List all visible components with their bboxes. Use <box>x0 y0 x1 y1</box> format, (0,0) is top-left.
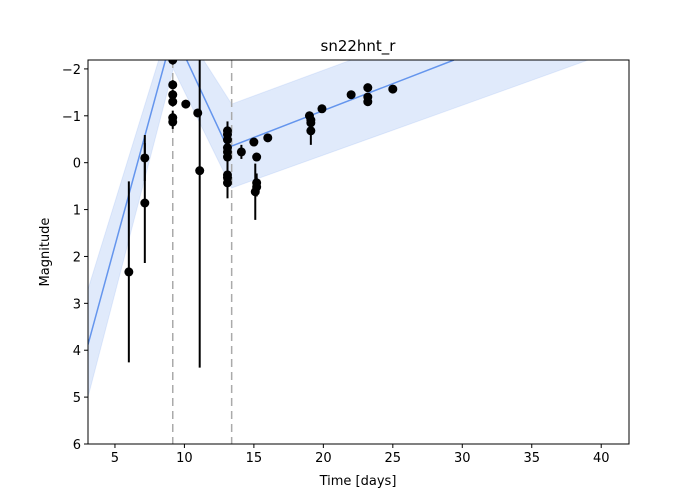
y-axis-label: Magnitude <box>38 218 53 287</box>
data-point <box>124 267 134 277</box>
y-tick-label: 6 <box>73 438 81 453</box>
y-tick-label: −2 <box>62 63 81 78</box>
x-tick-label: 5 <box>111 451 119 466</box>
data-point <box>140 198 150 208</box>
y-tick-label: 1 <box>73 204 81 219</box>
x-tick-label: 20 <box>315 451 332 466</box>
x-tick-label: 15 <box>246 451 263 466</box>
data-point <box>168 80 178 90</box>
x-tick-label: 10 <box>176 451 193 466</box>
data-point <box>250 187 260 197</box>
x-axis-label: Time [days] <box>319 474 397 489</box>
y-tick-label: 0 <box>73 157 81 172</box>
data-point <box>317 104 327 114</box>
data-point <box>249 137 259 147</box>
x-tick-label: 25 <box>385 451 402 466</box>
data-point <box>236 147 246 157</box>
y-tick-label: 3 <box>73 297 81 312</box>
data-point <box>306 118 316 128</box>
data-point <box>346 90 356 100</box>
y-tick-label: 5 <box>73 391 81 406</box>
plot-area <box>88 60 590 444</box>
x-tick-label: 40 <box>593 451 610 466</box>
data-point <box>388 84 398 94</box>
data-point <box>168 97 178 107</box>
data-point <box>193 108 203 118</box>
data-point <box>263 133 273 143</box>
x-tick-label: 30 <box>454 451 471 466</box>
data-point <box>168 60 178 65</box>
data-point <box>168 90 178 100</box>
x-tick-label: 35 <box>523 451 540 466</box>
data-point <box>168 117 178 127</box>
y-tick-label: −1 <box>62 110 81 125</box>
y-tick-label: 2 <box>73 250 81 265</box>
data-point <box>306 126 316 136</box>
chart-title: sn22hnt_r <box>321 37 397 56</box>
y-tick-label: 4 <box>73 344 81 359</box>
data-point <box>222 178 232 188</box>
data-point <box>363 83 373 93</box>
axes-frame <box>87 59 630 445</box>
data-point <box>363 97 373 107</box>
data-point <box>181 99 191 109</box>
data-point <box>195 166 205 176</box>
data-point <box>252 152 262 162</box>
